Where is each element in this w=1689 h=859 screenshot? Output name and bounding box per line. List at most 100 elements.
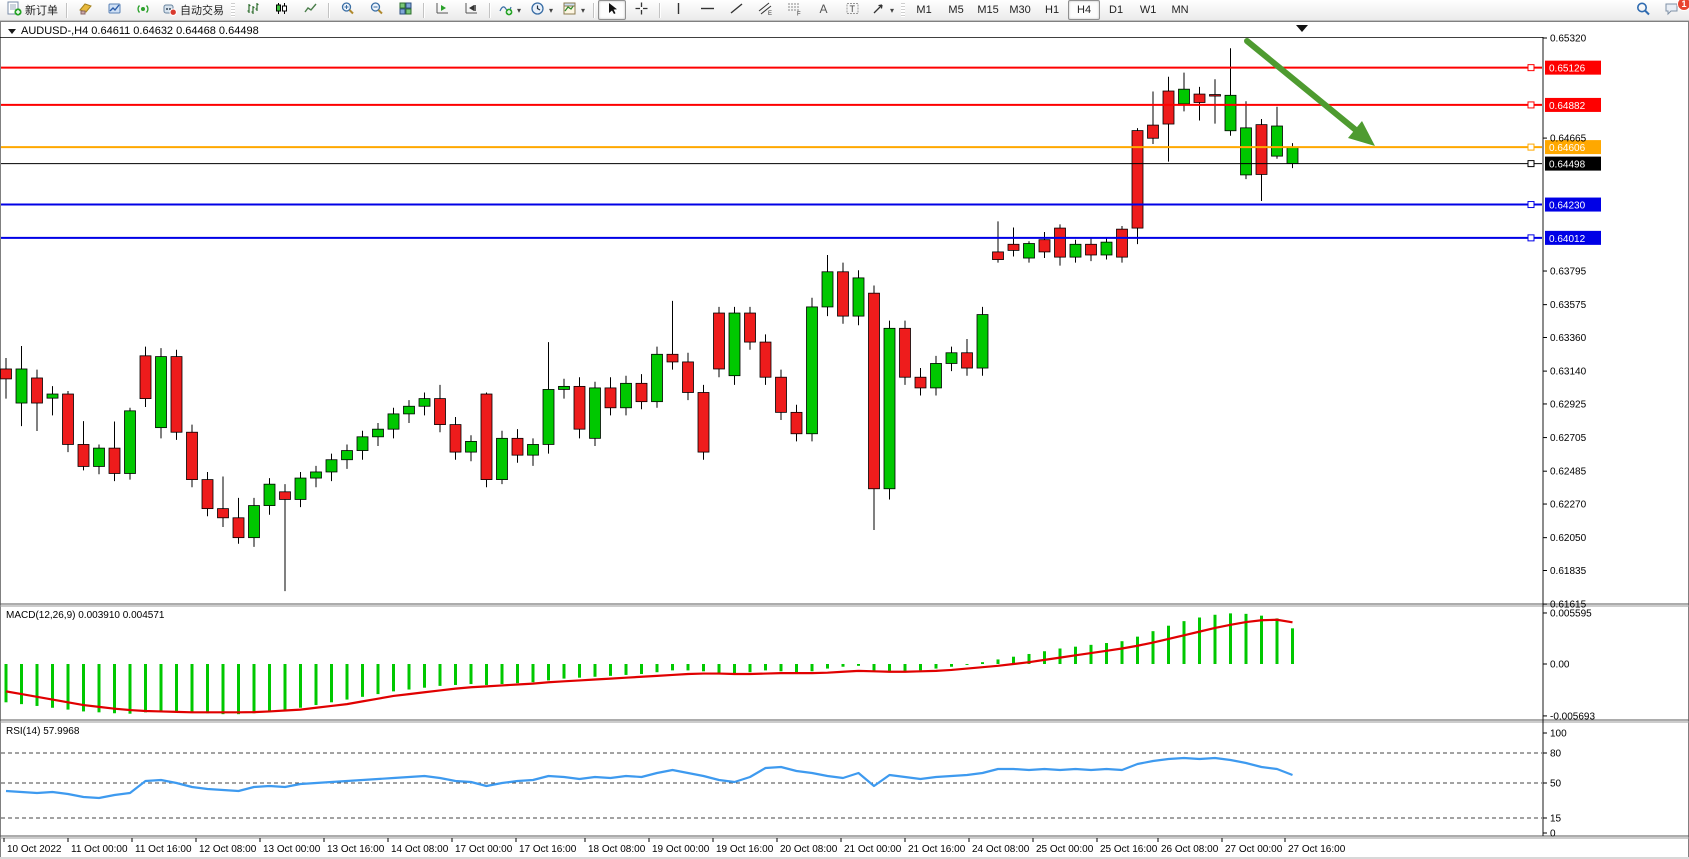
periods-button[interactable]: ▾ (526, 0, 557, 20)
equidistant-channel-icon: E (757, 1, 774, 19)
candle (1054, 224, 1066, 266)
level-line-0.64498[interactable] (1, 160, 1542, 168)
horizontal-line-tool-button[interactable] (693, 0, 721, 20)
zoom-out-icon (369, 1, 384, 19)
candle (124, 407, 136, 480)
svg-text:10 Oct 2022: 10 Oct 2022 (7, 844, 62, 855)
candle (449, 416, 462, 460)
svg-text:A: A (819, 2, 827, 16)
search-button[interactable] (1629, 0, 1657, 20)
timeframe-W1[interactable]: W1 (1139, 4, 1157, 16)
svg-text:0.005595: 0.005595 (1550, 608, 1592, 619)
text-icon: A (817, 1, 830, 19)
candle (310, 465, 322, 488)
svg-text:19 Oct 00:00: 19 Oct 00:00 (652, 844, 710, 855)
line-chart-button[interactable] (296, 0, 324, 20)
candle (201, 471, 214, 517)
svg-text:12 Oct 08:00: 12 Oct 08:00 (199, 844, 257, 855)
timeframe-D1[interactable]: D1 (1109, 4, 1124, 16)
zoom-in-icon (340, 1, 355, 19)
candle (883, 320, 896, 500)
candle (527, 438, 539, 466)
cursor-tool-button[interactable] (598, 0, 627, 20)
candle (77, 421, 90, 471)
arrows-tool-button[interactable]: ▾ (867, 0, 898, 20)
signals-icon (136, 1, 151, 19)
zoom-in-button[interactable] (333, 0, 361, 20)
svg-text:0.63140: 0.63140 (1550, 367, 1587, 378)
trendline-tool-button[interactable] (722, 0, 750, 20)
horizontal-line-icon (699, 1, 716, 19)
signals-button[interactable] (129, 0, 157, 20)
svg-text:0.63575: 0.63575 (1550, 300, 1587, 311)
time-axis[interactable]: 10 Oct 2022 11 Oct 00:00 11 Oct 16:00 12 Oc… (3, 838, 1346, 855)
candle (480, 392, 493, 488)
bar-chart-button[interactable] (238, 0, 266, 20)
candle (170, 349, 183, 440)
tile-windows-button[interactable] (391, 0, 419, 20)
text-label-tool-button[interactable]: T (838, 0, 866, 20)
timeframe-M15[interactable]: M15 (977, 4, 999, 16)
templates-button[interactable]: ▾ (558, 0, 589, 20)
candle (1147, 91, 1159, 145)
candle (341, 444, 353, 469)
market-watch-button[interactable] (100, 0, 128, 20)
fibonacci-tool-button[interactable]: F (780, 0, 808, 20)
level-line-0.65126[interactable] (1, 64, 1542, 72)
line-chart-icon (303, 1, 318, 19)
chart-window[interactable]: AUDUSD-,H4 0.64611 0.64632 0.64468 0.644… (0, 21, 1689, 859)
notifications-button[interactable]: 1 (1658, 0, 1689, 20)
svg-text:0.64012: 0.64012 (1549, 234, 1586, 245)
candle (155, 348, 167, 439)
candle (387, 407, 400, 439)
candlestick-chart-button[interactable] (267, 0, 295, 20)
candle (93, 444, 105, 475)
candle (496, 430, 508, 485)
timeframe-H1[interactable]: H1 (1045, 4, 1060, 16)
price-axis[interactable]: 0.65320 0.64665 0.63795 0.63575 0.63360 0.631… (1542, 34, 1587, 837)
level-line-0.64230[interactable] (1, 201, 1542, 209)
level-line-0.64882[interactable] (1, 101, 1542, 109)
svg-text:AUDUSD-,H4 0.64611 0.64632 0.: AUDUSD-,H4 0.64611 0.64632 0.64468 0.644… (21, 25, 259, 37)
text-tool-button[interactable]: A (809, 0, 837, 20)
candle (15, 346, 28, 427)
timeframe-M5[interactable]: M5 (948, 4, 964, 16)
svg-text:25 Oct 16:00: 25 Oct 16:00 (1100, 844, 1158, 855)
candle (1116, 225, 1128, 263)
timeframe-H4[interactable]: H4 (1068, 0, 1101, 20)
chart-shift-marker[interactable] (1296, 25, 1308, 32)
svg-text:19 Oct 16:00: 19 Oct 16:00 (716, 844, 774, 855)
candle (1023, 241, 1035, 263)
vertical-line-tool-button[interactable] (664, 0, 692, 20)
level-line-0.64012[interactable] (1, 234, 1542, 242)
zoom-out-button[interactable] (362, 0, 390, 20)
svg-text:T: T (849, 4, 855, 14)
new-order-button[interactable]: 新订单 (3, 0, 62, 20)
equidistant-channel-tool-button[interactable]: E (751, 0, 779, 20)
indicators-button[interactable]: ▾ (494, 0, 525, 20)
trend-arrow-annotation[interactable] (1244, 38, 1375, 146)
candle (511, 429, 524, 463)
level-line-0.64606[interactable] (1, 143, 1542, 151)
periods-clock-icon (530, 1, 545, 19)
candle (1038, 232, 1051, 259)
timeframe-MN[interactable]: MN (1171, 4, 1189, 16)
candle (186, 424, 198, 488)
auto-trading-button[interactable]: 自动交易 (158, 0, 228, 20)
auto-scroll-button[interactable] (428, 0, 456, 20)
svg-text:24 Oct 08:00: 24 Oct 08:00 (972, 844, 1030, 855)
svg-text:0.64498: 0.64498 (1549, 160, 1586, 171)
candle (356, 430, 369, 460)
candle (604, 377, 617, 416)
timeframe-M30[interactable]: M30 (1009, 4, 1031, 16)
crosshair-tool-button[interactable] (627, 0, 655, 20)
chevron-down-icon: ▾ (549, 5, 554, 15)
candle (325, 453, 338, 482)
svg-text:-0.005693: -0.005693 (1550, 711, 1595, 722)
candle (558, 378, 570, 399)
chart-shift-button[interactable] (457, 0, 485, 20)
timeframe-M1[interactable]: M1 (916, 4, 932, 16)
separator (66, 2, 67, 18)
crosshair-icon (634, 1, 649, 19)
styler-button[interactable] (71, 0, 99, 20)
